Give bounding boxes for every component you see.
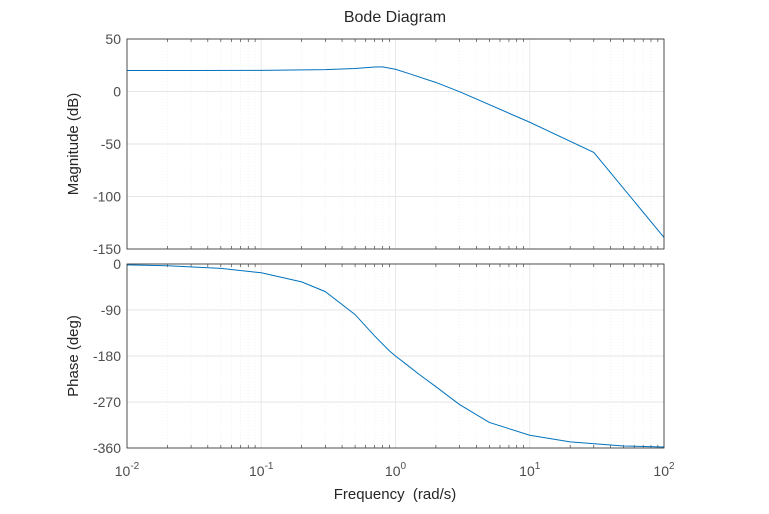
y-tick-label: -90 [101,302,121,318]
phase-series-line [126,264,665,448]
y-tick-label: -100 [93,189,121,205]
y-tick-label: 50 [105,31,121,47]
y-tick-label: -150 [93,241,121,257]
y-tick-label: 0 [113,84,121,100]
x-tick-labels: 10-2 10-1 100 101 102 [115,461,675,479]
magnitude-ylabel: Magnitude (dB) [65,93,82,196]
x-tick-label: 102 [653,461,675,479]
phase-grid [126,263,665,449]
magnitude-series-line [127,66,665,238]
phase-ylabel: Phase (deg) [65,315,82,397]
y-tick-label: -360 [93,440,121,456]
phase-axes: 0 -90 -180 -270 -360 Phase (deg) [65,256,665,456]
phase-axes-box [126,263,665,449]
x-tick-label: 10-2 [115,461,140,479]
magnitude-axes: 50 0 -50 -100 -150 Magnitude (dB) [65,31,665,257]
magnitude-axes-box [126,38,665,250]
x-tick-label: 10-1 [249,461,274,479]
x-tick-label: 101 [519,461,541,479]
chart-title: Bode Diagram [344,9,446,26]
magnitude-grid [126,38,665,250]
magnitude-yticks: 50 0 -50 -100 -150 [93,31,121,257]
y-tick-label: -180 [93,348,121,364]
x-axis-label: Frequency (rad/s) [334,486,457,503]
x-tick-label: 100 [385,461,407,479]
phase-yticks: 0 -90 -180 -270 -360 [93,256,121,456]
y-tick-label: -50 [101,136,121,152]
y-tick-label: 0 [113,256,121,272]
y-tick-label: -270 [93,394,121,410]
